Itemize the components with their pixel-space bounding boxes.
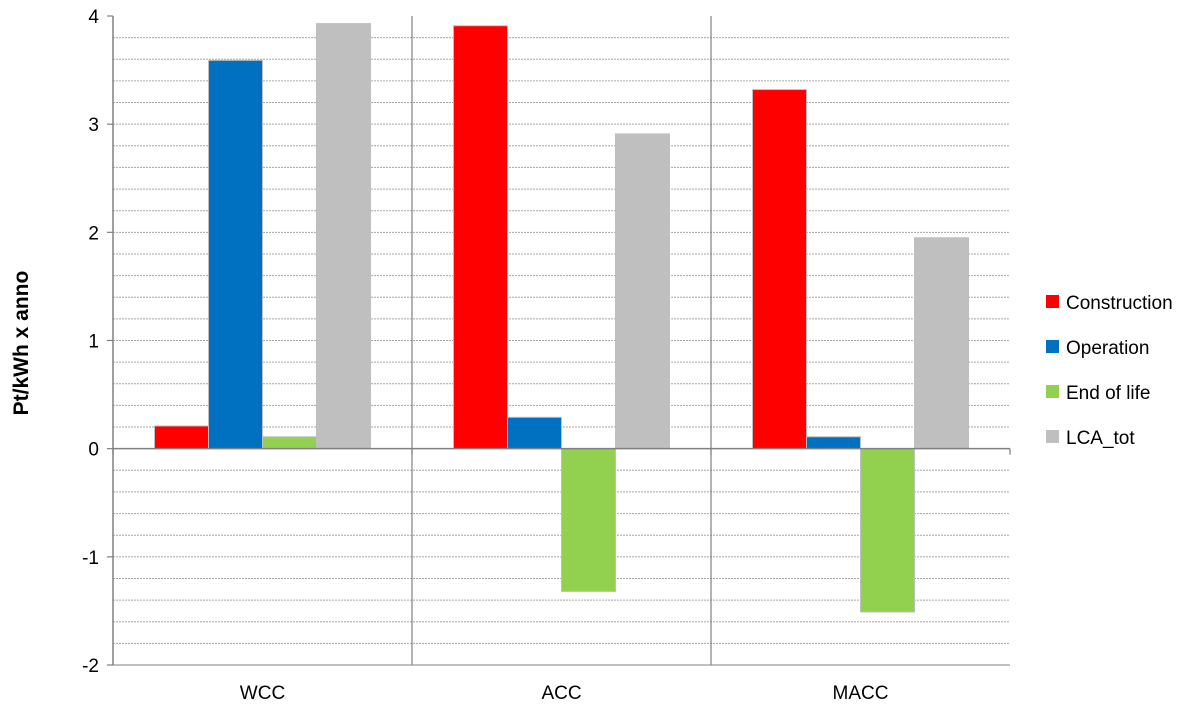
x-tick-label: MACC (833, 683, 889, 704)
bar-end-of-life-macc (860, 448, 915, 613)
legend-label: Operation (1066, 338, 1149, 359)
legend-swatch (1046, 295, 1059, 308)
bar-end-of-life-acc (561, 448, 616, 592)
legend-swatch (1046, 340, 1059, 353)
y-tick-label: 0 (88, 440, 99, 461)
bar-operation-wcc (208, 59, 263, 450)
bar-lca-tot-acc (615, 133, 670, 450)
x-tick-label: ACC (541, 683, 581, 704)
bar-construction-wcc (154, 425, 209, 450)
x-tick-label: WCC (240, 683, 285, 704)
y-tick-label: -1 (82, 548, 99, 569)
y-tick-label: 2 (88, 223, 99, 244)
legend-label: End of life (1066, 383, 1151, 404)
bars (154, 23, 969, 613)
legend-swatch (1046, 385, 1059, 398)
bar-operation-macc (806, 436, 861, 450)
legend-swatch (1046, 430, 1059, 443)
y-tick-labels: -2 -1 0 1 2 3 4 (82, 7, 99, 677)
bar-operation-acc (507, 416, 562, 450)
y-tick-label: 4 (88, 7, 99, 28)
x-tick-labels: WCC ACC MACC (240, 683, 889, 704)
y-tick-label: 3 (88, 115, 99, 136)
y-tick-label: -2 (82, 656, 99, 677)
axes (107, 15, 1011, 666)
bar-lca-tot-macc (914, 237, 969, 450)
legend-label: Construction (1066, 293, 1173, 314)
bar-lca-tot-wcc (316, 23, 371, 450)
y-axis-label: Pt/kWh x anno (10, 271, 33, 416)
legend: Construction Operation End of life LCA_tot (1046, 293, 1173, 449)
y-tick-label: 1 (88, 332, 99, 353)
bar-end-of-life-wcc (262, 436, 317, 450)
bar-construction-acc (453, 25, 508, 450)
legend-label: LCA_tot (1066, 428, 1135, 449)
bar-construction-macc (752, 89, 807, 450)
